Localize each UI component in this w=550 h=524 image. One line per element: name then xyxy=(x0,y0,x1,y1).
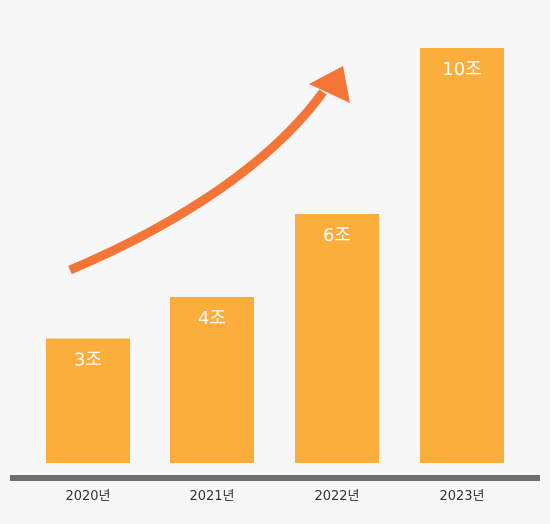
bar-2021년 xyxy=(170,297,254,463)
bar-value-label: 10조 xyxy=(442,59,481,80)
x-tick-label: 2020년 xyxy=(65,489,110,504)
x-tick-label: 2021년 xyxy=(189,489,234,504)
bar-value-label: 4조 xyxy=(198,308,226,329)
trend-arrow xyxy=(68,66,350,275)
bars xyxy=(46,48,504,463)
x-tick-label: 2022년 xyxy=(314,489,359,504)
trend-arrow-head xyxy=(309,66,350,103)
trend-arrow-shaft xyxy=(68,89,327,275)
x-tick-label: 2023년 xyxy=(439,489,484,504)
bar-value-label: 6조 xyxy=(323,225,351,246)
bar-2022년 xyxy=(295,214,379,463)
bar-value-label: 3조 xyxy=(74,350,102,371)
bar-2020년 xyxy=(46,338,130,463)
x-axis-tick-labels: 2020년 2021년 2022년 2023년 xyxy=(65,489,484,504)
bar-value-labels: 3조 4조 6조 10조 xyxy=(74,59,482,371)
bar-2023년 xyxy=(420,48,504,463)
x-axis-baseline xyxy=(10,475,540,481)
